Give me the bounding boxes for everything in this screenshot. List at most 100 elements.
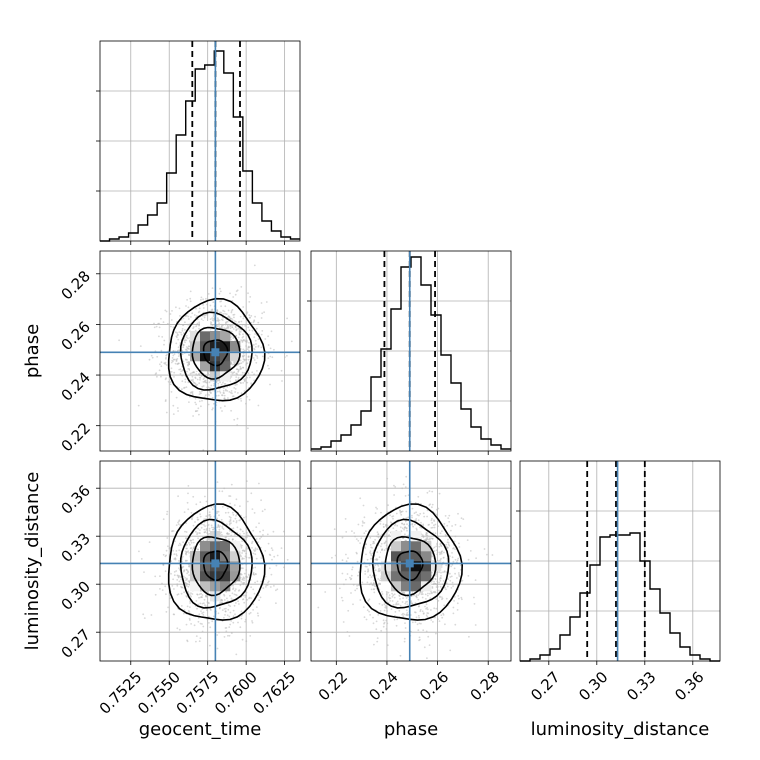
scatter-point	[366, 558, 369, 561]
scatter-point	[227, 323, 229, 326]
scatter-point	[243, 601, 246, 604]
x-tick-label: 0.30	[575, 668, 611, 704]
scatter-point	[415, 518, 418, 520]
scatter-point	[212, 407, 214, 409]
scatter-point	[185, 522, 188, 524]
scatter-point	[399, 604, 402, 607]
scatter-point	[370, 588, 373, 591]
scatter-point	[251, 620, 253, 622]
scatter-point	[256, 370, 258, 372]
scatter-point	[179, 372, 182, 375]
scatter-point	[232, 513, 235, 516]
scatter-point	[405, 613, 408, 616]
scatter-point	[417, 594, 420, 596]
scatter-point	[402, 597, 404, 599]
scatter-point	[401, 510, 404, 513]
scatter-point	[280, 369, 283, 372]
scatter-point	[259, 530, 261, 533]
scatter-point	[248, 556, 250, 559]
scatter-panel-phase-luminosity_distance	[307, 460, 512, 665]
scatter-point	[265, 563, 267, 566]
scatter-point	[184, 581, 187, 584]
scatter-point	[240, 400, 243, 402]
scatter-point	[249, 345, 252, 348]
scatter-point	[230, 522, 232, 524]
scatter-point	[218, 528, 221, 531]
scatter-point	[248, 574, 251, 577]
scatter-point	[271, 558, 273, 561]
scatter-point	[436, 542, 438, 545]
scatter-point	[230, 324, 233, 327]
scatter-point	[223, 310, 226, 313]
scatter-point	[256, 580, 259, 583]
density-cell	[220, 371, 231, 382]
scatter-point	[164, 378, 167, 381]
scatter-point	[414, 663, 416, 665]
panel-frame	[99, 460, 301, 662]
scatter-point	[198, 324, 200, 327]
scatter-point	[451, 525, 453, 527]
scatter-point	[178, 331, 181, 333]
scatter-point	[210, 309, 213, 312]
scatter-point	[443, 523, 446, 525]
scatter-point	[167, 380, 170, 383]
scatter-point	[235, 514, 237, 517]
scatter-point	[201, 385, 204, 388]
scatter-point	[257, 404, 260, 407]
scatter-point	[384, 606, 387, 609]
scatter-point	[438, 492, 441, 495]
scatter-point	[415, 519, 417, 522]
scatter-point	[172, 578, 175, 581]
scatter-point	[218, 514, 220, 517]
scatter-point	[168, 547, 171, 549]
scatter-point	[242, 306, 245, 308]
scatter-point	[233, 363, 236, 366]
scatter-point	[177, 521, 179, 524]
scatter-point	[231, 592, 234, 595]
scatter-point	[257, 614, 260, 617]
scatter-point	[234, 326, 237, 328]
scatter-point	[224, 610, 227, 613]
x-axis-title-phase: phase	[384, 719, 438, 740]
scatter-point	[162, 553, 165, 556]
scatter-point	[269, 383, 271, 386]
scatter-point	[200, 610, 202, 612]
scatter-point	[451, 581, 454, 584]
density-cell	[411, 551, 422, 562]
scatter-point	[419, 591, 421, 594]
scatter-point	[240, 339, 243, 341]
scatter-point	[205, 539, 208, 542]
scatter-point	[414, 523, 416, 526]
scatter-point	[223, 594, 226, 597]
scatter-point	[180, 592, 183, 595]
scatter-point	[170, 560, 173, 563]
scatter-point	[180, 370, 183, 373]
scatter-point	[396, 524, 399, 527]
scatter-point	[427, 592, 429, 595]
scatter-point	[434, 574, 437, 577]
scatter-point	[415, 594, 418, 596]
scatter-point	[430, 519, 433, 522]
scatter-point	[201, 612, 204, 615]
scatter-point	[218, 631, 220, 634]
scatter-point	[252, 609, 255, 611]
scatter-point	[248, 301, 251, 303]
scatter-point	[356, 584, 358, 587]
scatter-point	[341, 536, 344, 539]
scatter-point	[374, 512, 377, 514]
density-cell	[401, 541, 412, 552]
scatter-point	[143, 571, 145, 573]
scatter-point	[167, 545, 169, 548]
scatter-point	[386, 622, 389, 625]
scatter-point	[380, 511, 382, 514]
scatter-point	[202, 613, 205, 616]
scatter-point	[233, 387, 236, 389]
scatter-point	[164, 555, 167, 558]
scatter-point	[241, 638, 244, 641]
scatter-point	[185, 334, 188, 337]
scatter-point	[267, 357, 270, 359]
scatter-point	[413, 512, 416, 515]
scatter-point	[276, 554, 279, 557]
scatter-point	[162, 564, 165, 567]
histogram-step-geocent_time	[100, 50, 300, 242]
